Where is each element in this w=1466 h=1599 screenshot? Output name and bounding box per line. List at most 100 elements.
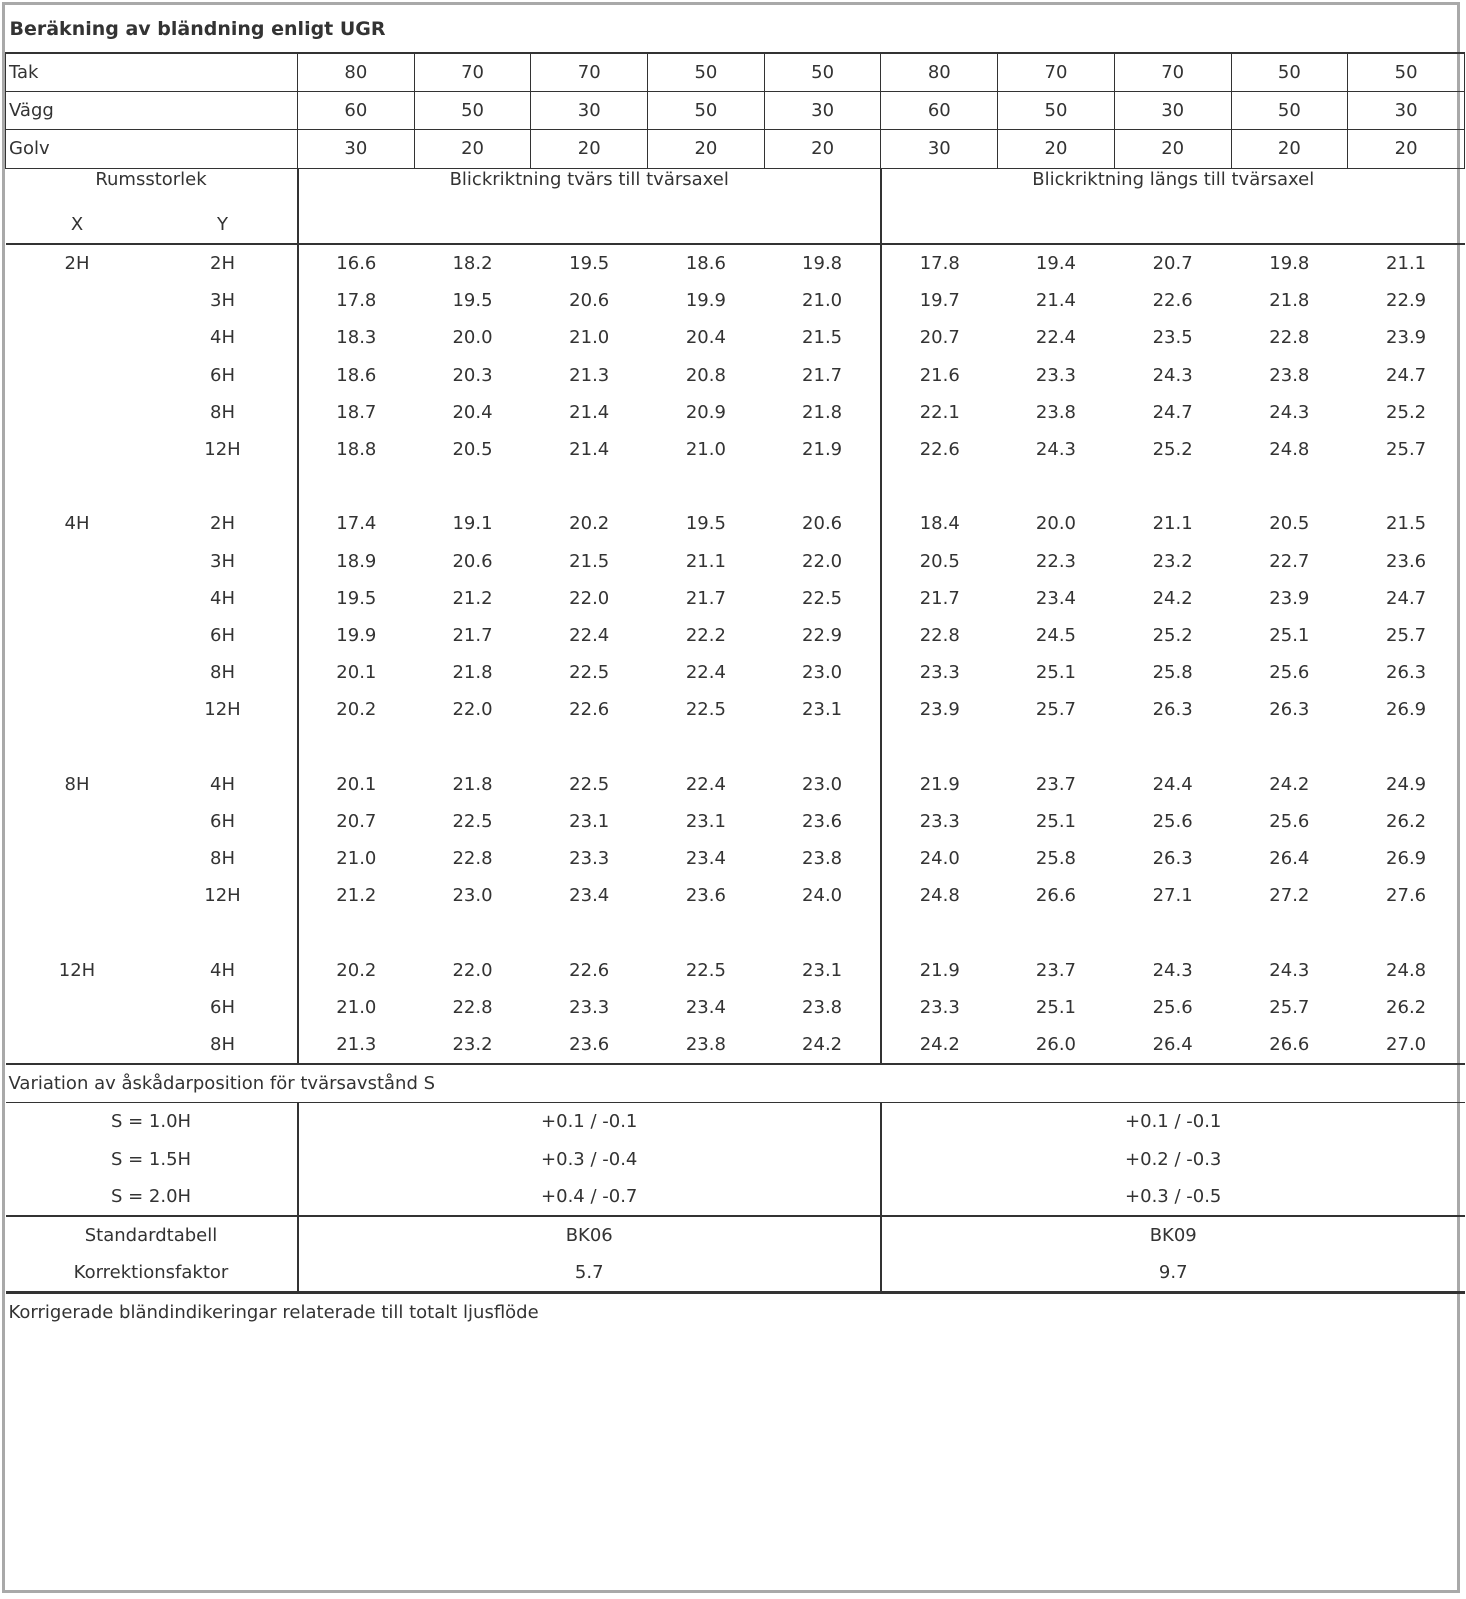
ugr-value: 23.2 (1152, 550, 1193, 572)
ugr-value: 20.6 (802, 513, 843, 535)
reflectance-row-tak: Tak 80 70 70 50 50 80 70 70 50 50 (5, 52, 1465, 93)
ugr-value: 25.8 (1035, 848, 1076, 870)
ugr-value: 20.2 (296, 951, 415, 989)
table-title: Beräkning av bländning enligt UGR (5, 6, 1465, 54)
ugr-value: 22.6 (569, 699, 610, 721)
ugr-value: 23.9 (1386, 327, 1427, 349)
ugr-value: 23.4 (1035, 587, 1076, 609)
ugr-value: 24.2 (879, 1025, 998, 1065)
variation-row: S = 1.5H +0.3 / -0.4 +0.2 / -0.3 (6, 1140, 1465, 1178)
ugr-value: 24.7 (1152, 401, 1193, 423)
table-row: 2H 2H 16.6 18.2 19.5 18.6 19.8 17.8 19.4 20.7 19.8… (6, 243, 1465, 283)
ugr-value: 20.1 (296, 654, 415, 692)
ugr-value: 24.3 (1269, 959, 1310, 981)
ugr-value: 21.7 (452, 624, 493, 646)
ugr-value: 25.1 (1035, 810, 1076, 832)
ugr-value: 23.3 (1035, 364, 1076, 386)
ugr-value: 23.6 (802, 810, 843, 832)
standard-table-label: Standardtabell (5, 1214, 298, 1254)
ugr-value: 21.2 (296, 877, 415, 915)
variation-length: +0.2 / -0.3 (879, 1140, 1465, 1178)
variation-length: +0.3 / -0.5 (879, 1177, 1465, 1216)
reflectance-value: 60 (297, 91, 415, 131)
ugr-value: 19.4 (1035, 253, 1076, 275)
footer-note-row: Korrigerade bländindikeringar relaterade… (6, 1293, 1465, 1332)
ugr-value: 22.6 (879, 430, 998, 469)
table-row: 8H 4H 20.1 21.8 22.5 22.4 23.0 21.9 23.7 24.4 24.2… (6, 765, 1465, 803)
ugr-value: 21.0 (569, 327, 610, 349)
ugr-value: 23.6 (569, 1033, 610, 1055)
ugr-value: 21.0 (802, 290, 843, 312)
table-row: 6H 19.9 21.7 22.4 22.2 22.9 22.8 24.5 25.2 25.1 25… (6, 616, 1465, 654)
ugr-value: 22.6 (569, 959, 610, 981)
ugr-value: 24.3 (1035, 438, 1076, 460)
reflectance-label: Vägg (5, 91, 298, 131)
variation-row: S = 2.0H +0.4 / -0.7 +0.3 / -0.5 (6, 1177, 1465, 1216)
ugr-value: 26.9 (1386, 848, 1427, 870)
room-y: 12H (204, 438, 241, 460)
ugr-value: 23.8 (1269, 364, 1310, 386)
ugr-value: 22.5 (452, 810, 493, 832)
table-row: 8H 21.3 23.2 23.6 23.8 24.2 24.2 26.0 26.4 26.6 27… (6, 1025, 1465, 1065)
ugr-value: 21.4 (1035, 290, 1076, 312)
ugr-value: 21.0 (296, 988, 415, 1026)
ugr-value: 20.7 (1152, 253, 1193, 275)
ugr-value: 23.0 (452, 885, 493, 907)
ugr-value: 24.8 (1386, 959, 1427, 981)
room-y: 12H (204, 885, 241, 907)
ugr-value: 24.3 (1152, 364, 1193, 386)
ugr-value: 20.5 (879, 542, 998, 580)
room-y: 4H (210, 327, 235, 349)
ugr-value: 20.8 (685, 364, 726, 386)
ugr-value: 24.3 (1152, 959, 1193, 981)
ugr-value: 22.1 (879, 393, 998, 431)
ugr-value: 19.5 (296, 579, 415, 617)
ugr-value: 24.7 (1386, 587, 1427, 609)
ugr-value: 23.8 (802, 848, 843, 870)
ugr-value: 18.7 (296, 393, 415, 431)
room-x: 4H (64, 513, 90, 535)
ugr-value: 23.3 (879, 988, 998, 1026)
spacer-row (6, 914, 1465, 952)
ugr-value: 21.9 (879, 765, 998, 803)
ugr-value: 25.6 (1269, 810, 1310, 832)
header-row: Rumsstorlek Blickriktning tvärs till tvä… (6, 168, 1465, 245)
ugr-value: 20.5 (452, 438, 493, 460)
room-y: 8H (210, 662, 235, 684)
ugr-value: 19.5 (685, 513, 726, 535)
table-row: 8H 21.0 22.8 23.3 23.4 23.8 24.0 25.8 26.3 26.4 26… (6, 839, 1465, 878)
correction-factor-length: 9.7 (879, 1254, 1465, 1295)
room-y: 3H (210, 290, 235, 312)
correction-factor-row: Korrektionsfaktor 5.7 9.7 (5, 1254, 1465, 1295)
correction-factor-cross: 5.7 (296, 1254, 881, 1295)
room-y: 8H (210, 1033, 235, 1055)
room-y: 6H (210, 810, 235, 832)
ugr-value: 23.1 (569, 810, 610, 832)
ugr-value: 25.7 (1269, 996, 1310, 1018)
variation-row: S = 1.0H +0.1 / -0.1 +0.1 / -0.1 (6, 1102, 1465, 1141)
reflectance-value: 60 (880, 91, 999, 131)
ugr-value: 20.3 (452, 364, 493, 386)
reflectance-label: Tak (5, 52, 298, 93)
ugr-value: 24.9 (1386, 773, 1427, 795)
ugr-value: 22.4 (685, 662, 726, 684)
room-y: 6H (210, 996, 235, 1018)
ugr-value: 25.1 (1269, 624, 1310, 646)
ugr-value: 21.8 (452, 773, 493, 795)
standard-table-cross: BK06 (296, 1214, 881, 1254)
ugr-value: 20.1 (296, 765, 415, 803)
ugr-value: 22.5 (569, 662, 610, 684)
ugr-value: 25.7 (1386, 624, 1427, 646)
table-row: 8H 20.1 21.8 22.5 22.4 23.0 23.3 25.1 25.8 25.6 26… (6, 654, 1465, 692)
table-row: 12H 4H 20.2 22.0 22.6 22.5 23.1 21.9 23.7 24.3 24.… (6, 951, 1465, 989)
ugr-value: 24.5 (1035, 624, 1076, 646)
variation-label: S = 2.0H (110, 1185, 192, 1207)
reflectance-value: 50 (647, 52, 765, 93)
ugr-value: 23.9 (879, 691, 998, 729)
ugr-value: 24.2 (1269, 773, 1310, 795)
ugr-value: 23.6 (685, 885, 726, 907)
ugr-value: 26.2 (1386, 996, 1427, 1018)
ugr-value: 22.4 (1035, 327, 1076, 349)
